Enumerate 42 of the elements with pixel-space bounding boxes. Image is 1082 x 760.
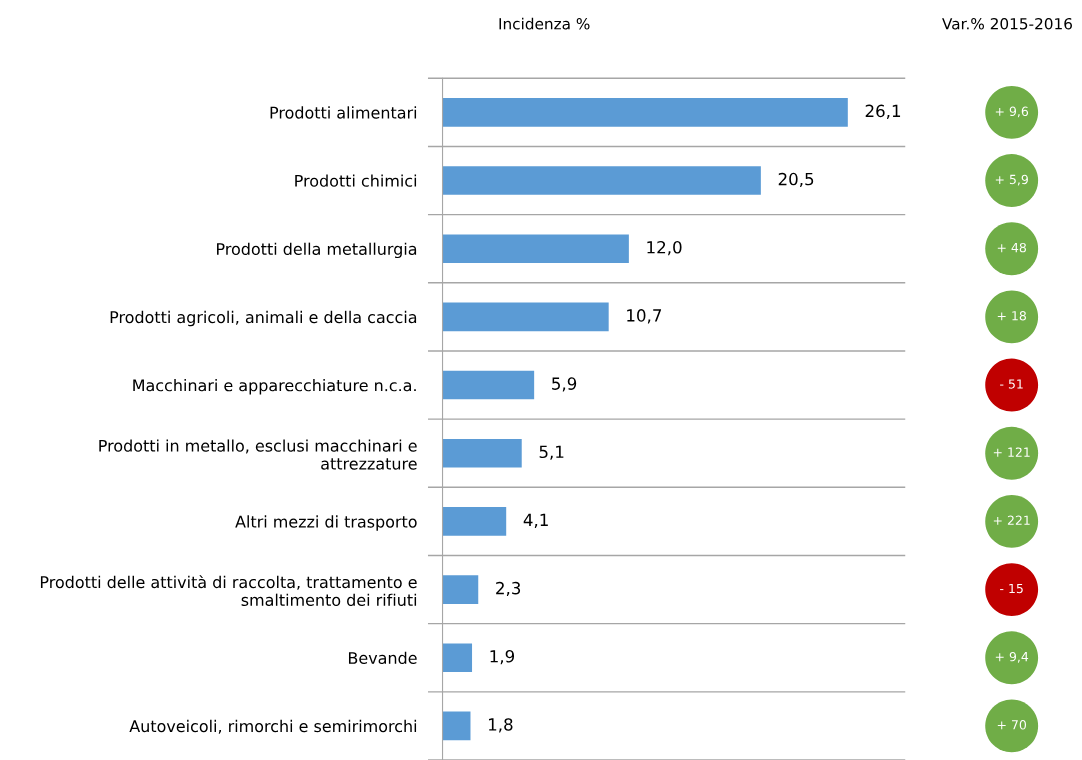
y-tick-label: Prodotti agricoli, animali e della caccia (110, 310, 417, 327)
data-label: + 5,9 (995, 174, 1028, 186)
y-tick-label: Prodotti in metallo, esclusi macchinari e attrezzature (99, 439, 417, 470)
bar (442, 711, 471, 741)
data-label: 10,7 (627, 309, 662, 324)
y-tick-label: Altri mezzi di trasporto (235, 515, 417, 531)
y-tick-label: Prodotti della metallurgia (217, 242, 417, 259)
y-tick-label: Prodotti chimici (295, 174, 417, 187)
data-label: 4,1 (523, 513, 548, 528)
data-label: 20,5 (778, 172, 814, 188)
data-label: + 18 (997, 311, 1026, 321)
bar (442, 98, 848, 127)
bar (442, 507, 507, 536)
y-tick-label: Autoveicoli, rimorchi e semirimorchi (129, 719, 417, 734)
data-label: 2,3 (496, 581, 521, 597)
data-label: 5,9 (552, 377, 577, 392)
y-tick-label: Bevande (348, 651, 417, 665)
data-label: + 70 (997, 720, 1027, 730)
bar (442, 166, 761, 195)
text: Var.% 2015-2016 (942, 17, 1072, 30)
bar (442, 438, 522, 468)
data-label: - 51 (1000, 379, 1023, 389)
y-tick-label: Prodotti delle attività di raccolta, trattamento e smaltimento dei rifiuti (40, 575, 417, 607)
y-tick-label: Macchinari e apparecchiature n.c.a. (133, 378, 416, 395)
data-label: - 15 (1000, 583, 1023, 594)
data-label: 5,1 (539, 445, 564, 460)
data-label: 1,8 (488, 718, 513, 733)
bar (442, 575, 479, 604)
data-label: + 221 (993, 515, 1030, 525)
chart-title: Incidenza % (499, 17, 590, 30)
data-label: + 9,4 (995, 651, 1029, 663)
bar (442, 370, 535, 400)
data-label: + 48 (997, 242, 1026, 253)
bar (442, 302, 609, 332)
bar (442, 643, 473, 673)
data-label: + 9,6 (995, 106, 1029, 118)
bar (442, 234, 629, 264)
data-label: 1,9 (490, 649, 515, 665)
data-label: + 121 (993, 447, 1030, 457)
data-label: 12,0 (647, 240, 682, 256)
data-label: 26,1 (865, 104, 901, 119)
y-tick-label: Prodotti alimentari (270, 106, 417, 119)
